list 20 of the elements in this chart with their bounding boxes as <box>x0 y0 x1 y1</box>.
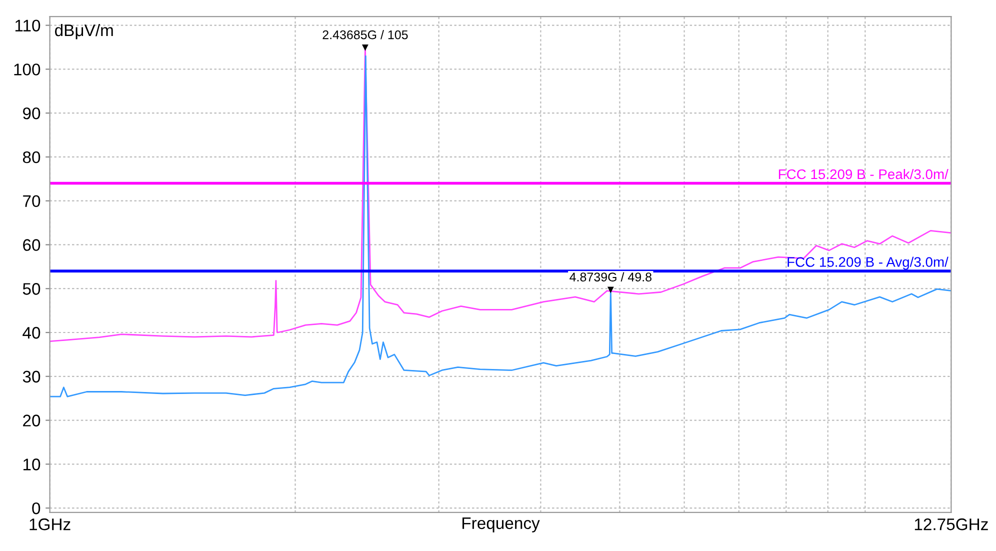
y-axis-title: dBμV/m <box>55 24 113 40</box>
ref-line-label: FCC 15.209 B - Avg/3.0m/ <box>788 256 948 270</box>
y-tick-label: 40 <box>22 326 40 339</box>
y-tick-label: 80 <box>22 151 40 164</box>
y-tick-label: 70 <box>23 195 40 208</box>
y-tick-label: 20 <box>23 414 40 426</box>
annotation: 4.8739G / 49.8 <box>570 272 652 282</box>
y-tick-label: 30 <box>22 370 40 383</box>
annotation: 2.43685G / 105 <box>322 30 408 40</box>
y-tick-label: 90 <box>23 107 40 120</box>
x-tick-label: 1GHz <box>30 518 70 530</box>
y-tick-label: 50 <box>22 283 40 295</box>
y-tick-label: 60 <box>23 239 40 251</box>
x-tick-label: 12.75GHz <box>914 518 988 530</box>
x-axis-title: Frequency <box>462 517 540 532</box>
y-tick-label: 10 <box>24 458 40 470</box>
y-tick-label: 100 <box>14 64 40 76</box>
y-tick-label: 110 <box>15 20 40 32</box>
ref-line-label: FCC 15.209 B - Peak/3.0m/ <box>778 168 948 180</box>
y-tick-label: 0 <box>32 502 40 514</box>
